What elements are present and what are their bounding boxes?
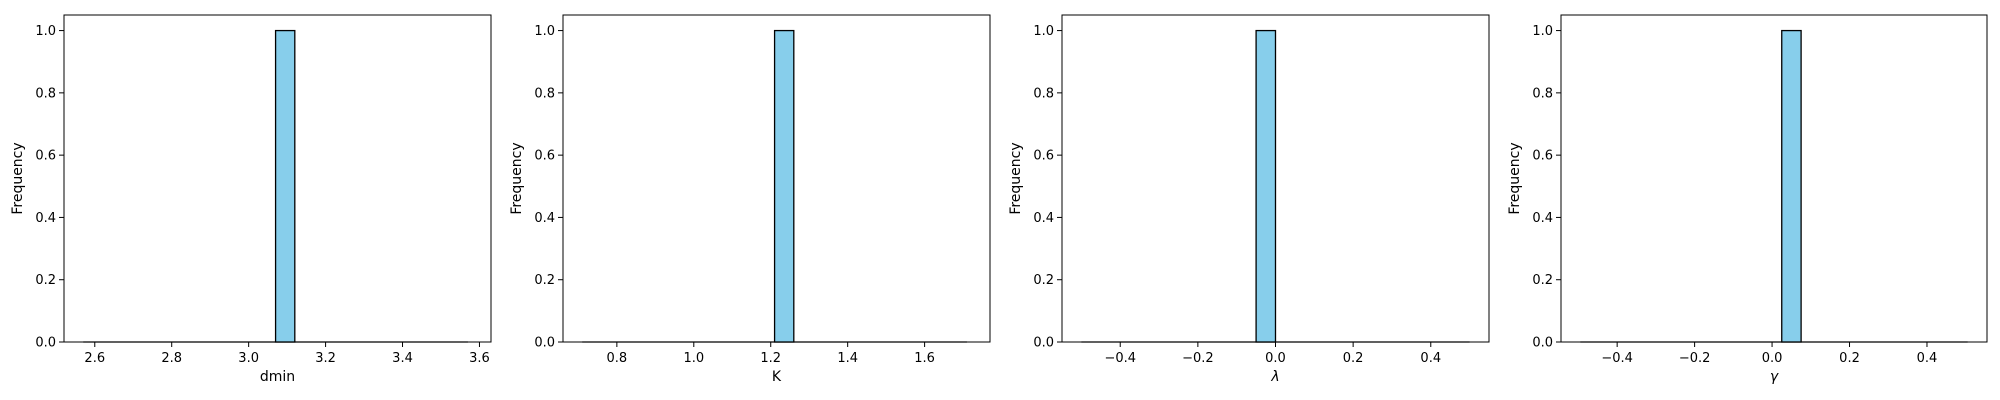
x-tick-label: 0.2	[1839, 351, 1860, 366]
x-tick-label: −0.2	[1182, 351, 1214, 366]
x-tick-label: 2.6	[84, 351, 105, 366]
histogram-panel-4: −0.4 −0.2 0.0 0.2 0.4 0.0 0.2 0.4 0.6 0.8 1.0 γ Freq…	[1507, 14, 1988, 385]
y-tick-label: 0.8	[1033, 86, 1054, 101]
histogram-bar	[1255, 29, 1277, 343]
histogram-bar	[274, 29, 296, 343]
y-tick-label: 0.6	[1033, 149, 1054, 164]
y-tick-label: 0.6	[534, 149, 555, 164]
y-tick-label: 0.2	[1033, 273, 1054, 288]
x-tick-label: 0.8	[607, 351, 628, 366]
y-tick-label: 0.0	[1033, 336, 1054, 351]
histogram-panel-1: 2.6 2.8 3.0 3.2 3.4 3.6 0.0 0.2 0.4 0.6 0.8 1.0 dmin…	[10, 14, 492, 385]
x-tick-label: −0.4	[1601, 351, 1633, 366]
x-tick-label: 0.4	[1917, 351, 1938, 366]
x-tick-label: −0.4	[1104, 351, 1136, 366]
histogram-bar	[773, 29, 795, 343]
x-tick-label: 1.0	[683, 351, 704, 366]
y-axis-label: Frequency	[509, 142, 525, 214]
histogram-panel-3: −0.4 −0.2 0.0 0.2 0.4 0.0 0.2 0.4 0.6 0.8 1.0 λ Freq…	[1008, 14, 1490, 385]
y-axis-label: Frequency	[1507, 142, 1523, 214]
x-tick-label: 3.6	[469, 351, 490, 366]
y-tick-label: 0.2	[534, 273, 555, 288]
y-tick-label: 0.4	[1532, 211, 1553, 226]
x-tick-label: 0.0	[1762, 351, 1783, 366]
x-tick-label: 1.6	[914, 351, 935, 366]
axes-frame	[63, 14, 492, 343]
y-tick-label: 0.4	[1033, 211, 1054, 226]
y-tick-label: 1.0	[1532, 24, 1553, 39]
x-axis-label: dmin	[260, 369, 295, 385]
y-tick-label: 1.0	[35, 24, 56, 39]
x-tick-label: 1.2	[760, 351, 781, 366]
x-tick-label: 3.4	[392, 351, 413, 366]
y-axis-label: Frequency	[10, 142, 26, 214]
x-tick-label: 1.4	[837, 351, 858, 366]
y-tick-label: 0.0	[35, 336, 56, 351]
x-axis-label: γ	[1770, 369, 1779, 385]
x-axis-label: λ	[1270, 369, 1279, 385]
histogram-panel-2: 0.8 1.0 1.2 1.4 1.6 0.0 0.2 0.4 0.6 0.8 1.0 K Freque…	[509, 14, 991, 385]
x-tick-label: 3.2	[315, 351, 336, 366]
x-tick-label: −0.2	[1679, 351, 1711, 366]
axes-frame	[1560, 14, 1988, 343]
y-tick-label: 0.0	[1532, 336, 1553, 351]
x-tick-label: 0.4	[1420, 351, 1441, 366]
y-tick-label: 1.0	[1033, 24, 1054, 39]
y-tick-label: 0.4	[534, 211, 555, 226]
y-tick-label: 0.4	[35, 211, 56, 226]
x-tick-label: 3.0	[238, 351, 259, 366]
y-axis-label: Frequency	[1008, 142, 1024, 214]
x-axis-label: K	[772, 369, 782, 385]
y-tick-label: 0.2	[1532, 273, 1553, 288]
y-tick-label: 0.6	[1532, 149, 1553, 164]
y-tick-label: 0.0	[534, 336, 555, 351]
histogram-bar	[1781, 29, 1802, 343]
x-tick-label: 0.0	[1265, 351, 1286, 366]
x-tick-label: 2.8	[161, 351, 182, 366]
x-tick-label: 0.2	[1343, 351, 1364, 366]
y-tick-label: 0.2	[35, 273, 56, 288]
y-tick-label: 0.8	[35, 86, 56, 101]
y-tick-label: 1.0	[534, 24, 555, 39]
y-tick-label: 0.6	[35, 149, 56, 164]
y-tick-label: 0.8	[1532, 86, 1553, 101]
y-tick-label: 0.8	[534, 86, 555, 101]
axes-frame	[562, 14, 991, 343]
